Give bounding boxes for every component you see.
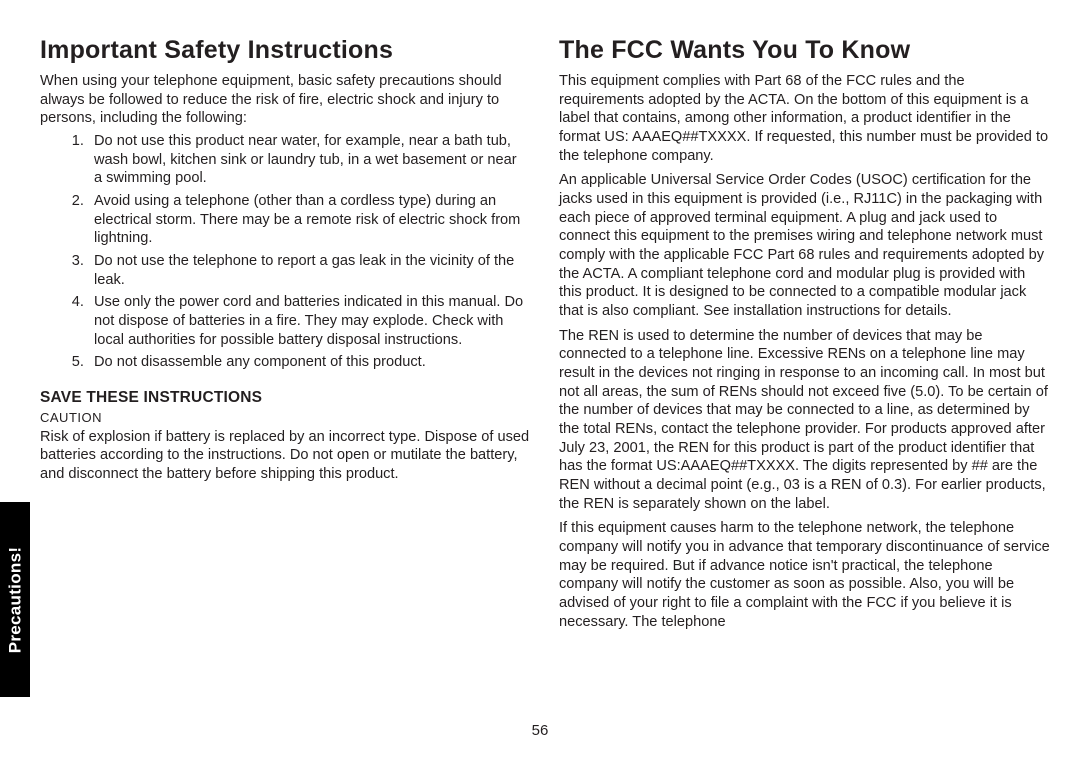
right-column: The FCC Wants You To Know This equipment… (559, 34, 1050, 706)
document-page: Precautions! Important Safety Instructio… (0, 0, 1080, 759)
caution-label: CAUTION (40, 410, 531, 427)
save-instructions-heading: SAVE THESE INSTRUCTIONS (40, 388, 531, 408)
fcc-para: If this equipment causes harm to the tel… (559, 519, 1050, 631)
list-item: Do not disassemble any component of this… (88, 353, 531, 372)
list-item: Do not use the telephone to report a gas… (88, 252, 531, 289)
page-number: 56 (0, 722, 1080, 739)
section-tab-label: Precautions! (5, 546, 25, 653)
safety-intro: When using your telephone equipment, bas… (40, 72, 531, 128)
fcc-para: The REN is used to determine the number … (559, 327, 1050, 514)
list-item: Use only the power cord and batteries in… (88, 293, 531, 349)
safety-heading: Important Safety Instructions (40, 34, 531, 66)
left-column: Important Safety Instructions When using… (40, 34, 531, 706)
fcc-heading: The FCC Wants You To Know (559, 34, 1050, 66)
section-tab-precautions: Precautions! (0, 502, 30, 697)
fcc-para: This equipment complies with Part 68 of … (559, 72, 1050, 165)
caution-body: Risk of explosion if battery is replaced… (40, 428, 531, 484)
fcc-para: An applicable Universal Service Order Co… (559, 171, 1050, 320)
safety-list: Do not use this product near water, for … (88, 132, 531, 372)
page-content: Important Safety Instructions When using… (40, 34, 1050, 706)
list-item: Do not use this product near water, for … (88, 132, 531, 188)
list-item: Avoid using a telephone (other than a co… (88, 192, 531, 248)
